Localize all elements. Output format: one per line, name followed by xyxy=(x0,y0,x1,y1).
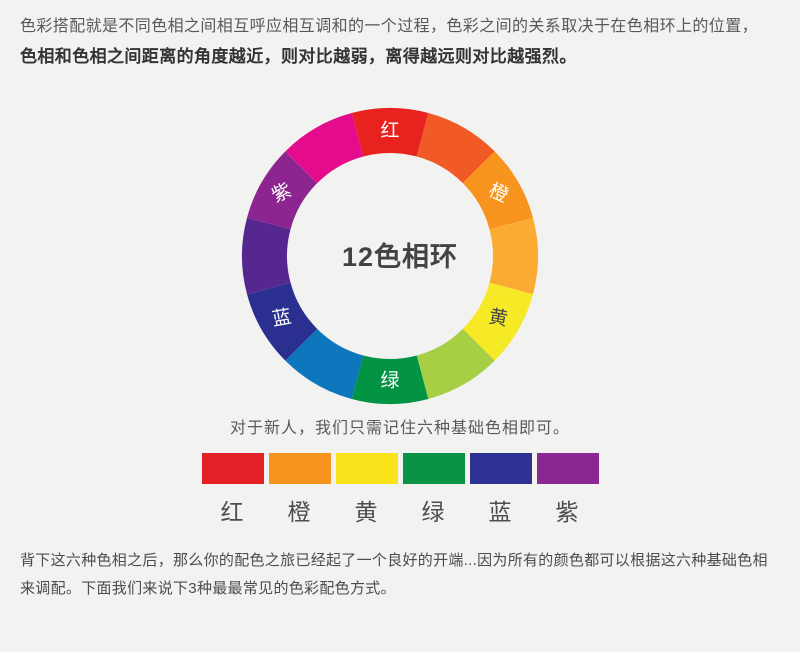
wheel-segment-蓝 xyxy=(247,282,318,361)
wheel-label-红: 红 xyxy=(380,120,399,142)
wheel-label-黄: 黄 xyxy=(487,306,510,331)
outro-paragraph: 背下这六种色相之后，那么你的配色之旅已经起了一个良好的开端...因为所有的颜色都… xyxy=(20,552,768,597)
swatch-黄: 黄 xyxy=(335,453,398,527)
swatch-label-蓝: 蓝 xyxy=(488,499,513,525)
wheel-segment-黄 xyxy=(462,282,533,361)
swatch-label-红: 红 xyxy=(220,499,245,525)
wheel-segment-橙 xyxy=(462,151,533,230)
wheel-segment xyxy=(416,113,495,184)
wheel-segment xyxy=(241,217,291,295)
wheel-label-绿: 绿 xyxy=(380,370,399,392)
swatch-color-蓝 xyxy=(469,453,532,484)
wheel-segment xyxy=(489,217,539,295)
swatch-color-紫 xyxy=(536,453,599,484)
wheel-segment xyxy=(285,113,364,184)
wheel-segment-绿 xyxy=(351,355,429,405)
intro-line-2: 色相和色相之间距离的角度越近，则对比越弱，离得越远则对比越强烈。 xyxy=(20,47,577,66)
wheel-segment xyxy=(416,328,495,399)
swatch-蓝: 蓝 xyxy=(469,453,532,527)
swatch-label-绿: 绿 xyxy=(421,499,446,525)
swatch-color-橙 xyxy=(268,453,331,484)
basic-hue-swatches: 红橙黄绿蓝紫 xyxy=(0,453,800,527)
swatch-绿: 绿 xyxy=(402,453,465,527)
wheel-segment-紫 xyxy=(247,151,318,230)
intro-line-1: 色彩搭配就是不同色相之间相互呼应相互调和的一个过程，色彩之间的关系取决于在色相环… xyxy=(20,18,759,35)
wheel-segment-红 xyxy=(351,107,429,157)
swatch-橙: 橙 xyxy=(268,453,331,527)
swatch-紫: 紫 xyxy=(536,453,599,527)
swatch-color-红 xyxy=(201,453,264,484)
intro-paragraph: 色彩搭配就是不同色相之间相互呼应相互调和的一个过程，色彩之间的关系取决于在色相环… xyxy=(20,12,782,72)
wheel-segment xyxy=(285,328,364,399)
swatch-label-紫: 紫 xyxy=(555,499,580,525)
swatch-label-橙: 橙 xyxy=(287,499,312,525)
swatch-红: 红 xyxy=(201,453,264,527)
swatch-color-绿 xyxy=(402,453,465,484)
wheel-caption: 对于新人，我们只需记住六种基础色相即可。 xyxy=(229,420,570,437)
swatch-label-黄: 黄 xyxy=(354,499,379,525)
wheel-label-蓝: 蓝 xyxy=(270,306,293,331)
swatch-color-黄 xyxy=(335,453,398,484)
